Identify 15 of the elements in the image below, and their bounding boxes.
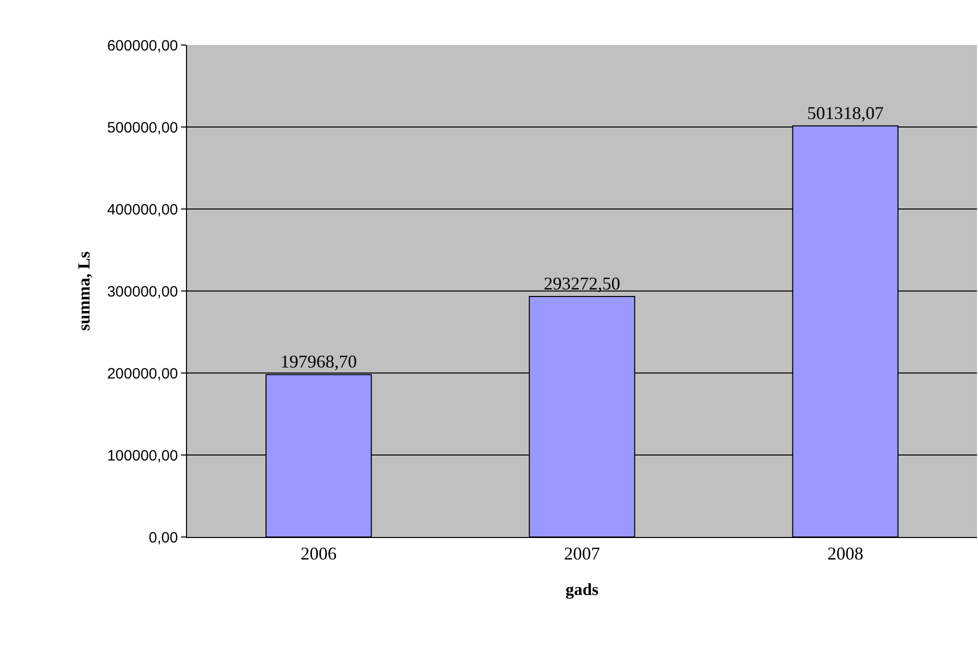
x-axis-title: gads [565,580,599,599]
data-label: 197968,70 [280,352,357,372]
y-axis-title: summa, Ls [74,250,94,331]
y-tick-label: 100000,00 [107,447,178,464]
data-label: 501318,07 [807,102,884,123]
y-tick-label: 300000,00 [107,283,178,300]
y-tick-label: 500000,00 [107,119,178,136]
y-tick-label: 600000,00 [107,37,178,54]
data-label: 293272,50 [544,274,620,294]
x-tick-label: 2006 [300,544,337,564]
y-tick-label: 400000,00 [107,201,178,218]
y-tick-label: 0,00 [148,529,178,546]
x-tick-label: 2007 [564,544,600,564]
x-tick-label: 2008 [827,544,864,564]
y-tick-label: 200000,00 [107,365,178,382]
